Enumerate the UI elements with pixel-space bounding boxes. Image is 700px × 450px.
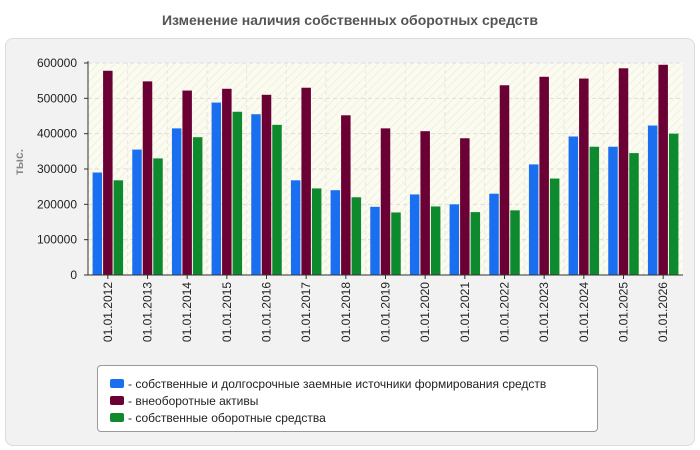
x-tick-label: 01.01.2024 — [577, 282, 591, 342]
bar — [92, 172, 103, 275]
x-tick-label: 01.01.2012 — [101, 282, 115, 342]
bar — [430, 206, 441, 275]
bar — [647, 125, 658, 275]
bar — [192, 137, 203, 275]
x-tick-label: 01.01.2023 — [537, 282, 551, 342]
x-tick-label: 01.01.2022 — [498, 282, 512, 342]
bar — [211, 102, 222, 275]
bar — [311, 188, 322, 275]
x-axis-ticks: 01.01.2012 01.01.2013 01.01.2014 01.01.2015… — [101, 275, 670, 342]
x-tick-label: 01.01.2014 — [180, 282, 194, 342]
bar — [301, 87, 311, 275]
legend-series-name: собственные и долгосрочные заемные источ… — [135, 376, 547, 391]
y-tick-label: 100000 — [37, 233, 77, 247]
bar — [470, 212, 481, 275]
bar — [618, 68, 629, 275]
bar — [251, 114, 261, 275]
legend-item: - собственные и долгосрочные заемные ист… — [110, 375, 597, 392]
legend-label: - собственные и долгосрочные заемные ист… — [128, 376, 547, 391]
x-tick-label: 01.01.2018 — [339, 282, 353, 342]
bar — [420, 131, 430, 275]
bar — [579, 78, 589, 275]
legend-label: - собственные оборотные средства — [128, 410, 326, 425]
y-tick-label: 400000 — [37, 127, 77, 141]
bar — [460, 138, 470, 275]
bar — [341, 115, 351, 275]
bar — [103, 70, 113, 276]
bar — [153, 158, 163, 275]
legend-swatch — [110, 396, 124, 405]
bar — [232, 111, 243, 275]
y-tick-label: 0 — [70, 268, 77, 282]
x-tick-label: 01.01.2016 — [260, 282, 274, 342]
y-tick-label: 500000 — [37, 91, 77, 105]
bar — [370, 206, 380, 275]
bar — [568, 136, 579, 275]
bar — [510, 210, 520, 275]
bar — [391, 212, 401, 275]
bar — [113, 180, 124, 275]
bar — [608, 146, 618, 275]
x-tick-label: 01.01.2026 — [656, 282, 670, 342]
bar — [539, 76, 549, 275]
bar — [171, 128, 182, 275]
x-tick-label: 01.01.2019 — [379, 282, 393, 342]
bar — [589, 146, 600, 275]
x-tick-label: 01.01.2021 — [458, 282, 472, 342]
bar — [528, 164, 539, 275]
legend-series-name: собственные оборотные средства — [135, 410, 326, 425]
bar — [351, 197, 362, 275]
chart-legend: - собственные и долгосрочные заемные ист… — [97, 365, 598, 432]
bar — [272, 124, 282, 275]
x-tick-label: 01.01.2020 — [418, 282, 432, 342]
chart-title: Изменение наличия собственных оборотных … — [161, 12, 539, 28]
bar — [132, 149, 142, 275]
bar — [380, 128, 391, 275]
legend-series-name: внеоборотные активы — [135, 393, 259, 408]
bar — [261, 94, 272, 275]
bar — [409, 194, 420, 275]
bar — [658, 64, 668, 276]
bar — [499, 85, 510, 275]
x-tick-label: 01.01.2025 — [617, 282, 631, 342]
bar — [222, 88, 232, 275]
bar — [549, 178, 560, 275]
bar — [629, 153, 639, 275]
legend-item: - собственные оборотные средства — [110, 409, 597, 426]
bar — [290, 180, 301, 275]
bar — [449, 204, 460, 275]
legend-label: - внеоборотные активы — [128, 393, 259, 408]
legend-swatch — [110, 413, 124, 422]
bar — [142, 81, 153, 276]
x-tick-label: 01.01.2017 — [299, 282, 313, 342]
bar — [668, 133, 679, 275]
legend-swatch — [110, 379, 124, 388]
x-tick-label: 01.01.2015 — [220, 282, 234, 342]
bar — [489, 193, 499, 275]
y-axis-label: тыс. — [12, 149, 26, 175]
y-tick-label: 300000 — [37, 162, 77, 176]
legend-item: - внеоборотные активы — [110, 392, 597, 409]
bar-series — [92, 64, 679, 276]
bar — [182, 90, 192, 275]
y-tick-label: 600000 — [37, 56, 77, 70]
bar — [330, 190, 341, 275]
y-axis-ticks: 0 100000 200000 300000 400000 500000 600000 — [37, 56, 88, 282]
y-tick-label: 200000 — [37, 197, 77, 211]
x-tick-label: 01.01.2013 — [141, 282, 155, 342]
